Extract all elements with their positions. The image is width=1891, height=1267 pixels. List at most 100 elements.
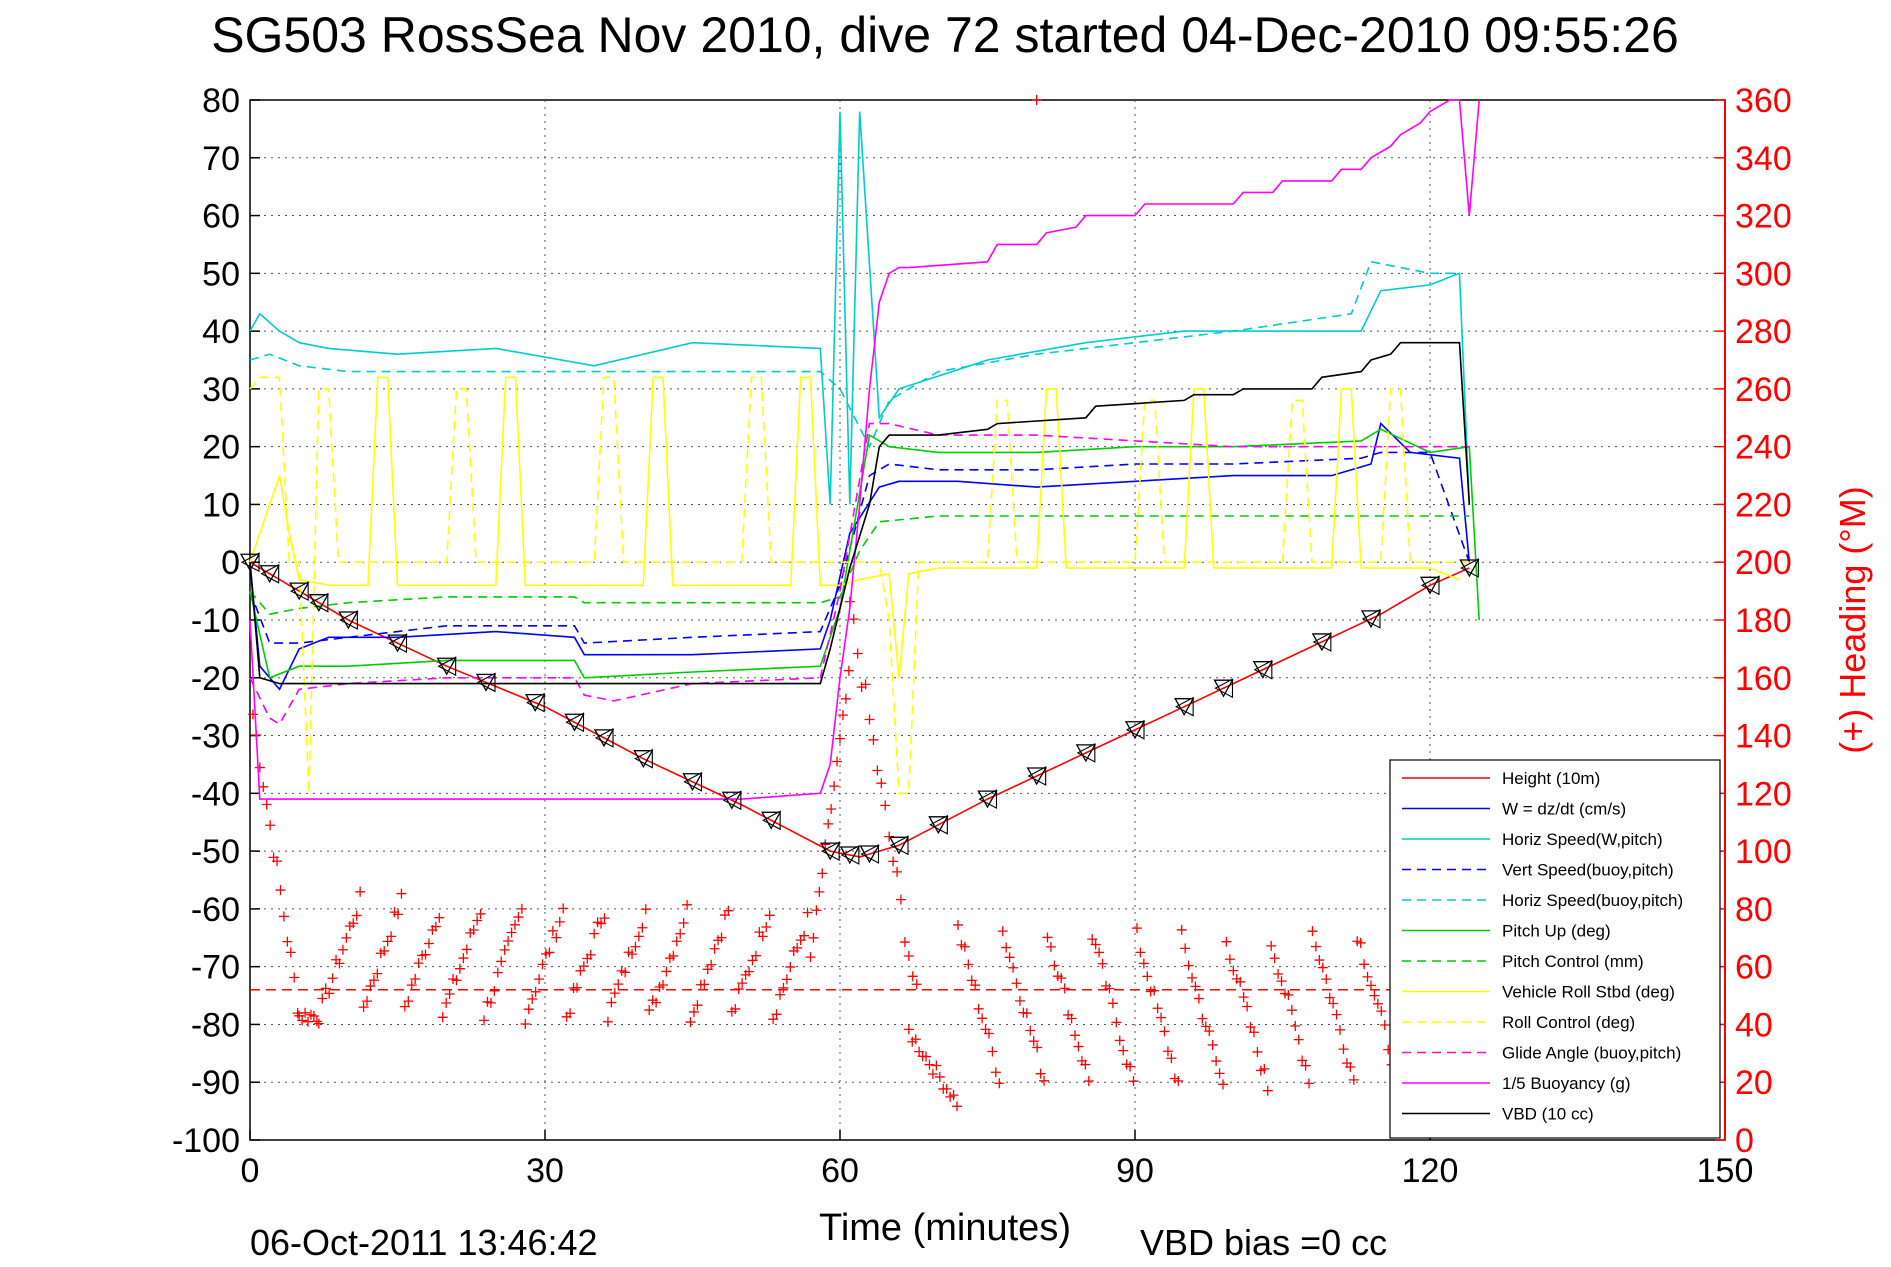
heading-point — [832, 756, 843, 767]
height-marker — [721, 791, 742, 810]
heading-point — [613, 979, 624, 990]
heading-point — [1207, 1039, 1218, 1050]
heading-point — [911, 979, 922, 990]
heading-point — [1056, 973, 1067, 984]
series-line — [249, 260, 1460, 449]
heading-point — [1070, 1030, 1081, 1041]
heading-point — [1262, 1085, 1273, 1096]
legend-entry-label: Roll Control (deg) — [1502, 1013, 1635, 1032]
heading-point — [1321, 974, 1332, 985]
heading-point — [799, 930, 810, 941]
heading-point — [764, 910, 775, 921]
heading-point — [437, 1012, 448, 1023]
heading-point — [1248, 1027, 1259, 1038]
height-marker — [289, 581, 309, 602]
heading-point — [1173, 1075, 1184, 1086]
heading-point — [682, 899, 693, 910]
heading-point — [1362, 971, 1373, 982]
heading-point — [1118, 1045, 1129, 1056]
heading-point — [1266, 940, 1277, 951]
height-marker — [1214, 678, 1234, 699]
heading-point — [630, 941, 641, 952]
height-marker — [839, 846, 860, 865]
y-tick-label: -40 — [191, 775, 240, 813]
heading-point — [1049, 960, 1060, 971]
heading-point — [1035, 1068, 1046, 1079]
legend-entry-label: Horiz Speed(buoy,pitch) — [1502, 891, 1683, 910]
heading-point — [527, 993, 538, 1004]
y-tick-label: 0 — [221, 544, 240, 582]
heading-point — [468, 924, 479, 935]
heading-point — [778, 982, 789, 993]
heading-point — [1166, 1053, 1177, 1064]
heading-point — [300, 1007, 311, 1018]
series-line — [249, 428, 1480, 679]
y-tick-label: 50 — [202, 255, 240, 293]
heading-point — [1008, 962, 1019, 973]
y-tick-label: -10 — [191, 602, 240, 640]
y-right-tick-label: 180 — [1735, 602, 1792, 640]
height-marker — [593, 729, 615, 748]
heading-point — [1090, 939, 1101, 950]
heading-point — [692, 1000, 703, 1011]
height-marker — [1460, 558, 1479, 578]
heading-point — [403, 996, 414, 1007]
heading-point — [1376, 1006, 1387, 1017]
height-marker — [889, 835, 909, 856]
height-marker — [338, 611, 359, 630]
heading-point — [817, 868, 828, 879]
heading-point — [327, 973, 338, 984]
heading-point — [278, 911, 289, 922]
heading-point — [265, 820, 276, 831]
heading-point — [1183, 960, 1194, 971]
heading-point — [814, 886, 825, 897]
vbd-bias-footer: VBD bias =0 cc — [1140, 1222, 1387, 1262]
heading-point — [1135, 947, 1146, 958]
heading-point — [503, 935, 514, 946]
height-marker — [1075, 744, 1096, 763]
y-right-tick-label: 320 — [1735, 198, 1792, 236]
y-right-tick-label: 160 — [1735, 660, 1792, 698]
heading-point — [1345, 1062, 1356, 1073]
heading-point — [578, 961, 589, 972]
heading-point — [1131, 923, 1142, 934]
heading-point — [1073, 1041, 1084, 1052]
heading-point — [1317, 962, 1328, 973]
y-tick-label: -20 — [191, 660, 240, 698]
series-line — [249, 422, 1470, 726]
height-marker — [260, 563, 280, 584]
heading-point — [1039, 1075, 1050, 1086]
heading-point — [1338, 1044, 1349, 1055]
heading-point — [671, 936, 682, 947]
heading-point — [864, 714, 875, 725]
heading-point — [1125, 1061, 1136, 1072]
heading-point — [1224, 954, 1235, 965]
heading-point — [1359, 959, 1370, 970]
heading-point — [757, 931, 768, 942]
heading-point — [1031, 95, 1042, 105]
heading-point — [1324, 992, 1335, 1003]
heading-point — [1014, 995, 1025, 1006]
heading-point — [977, 1013, 988, 1024]
heading-point — [602, 1016, 613, 1027]
height-marker — [339, 610, 358, 630]
y-right-tick-label: 120 — [1735, 775, 1792, 813]
heading-point — [771, 1009, 782, 1020]
series-line — [249, 422, 1471, 691]
heading-point — [640, 904, 651, 915]
heading-point — [420, 949, 431, 960]
heading-point — [892, 866, 903, 877]
heading-point — [843, 665, 854, 676]
y-right-tick-label: 0 — [1735, 1122, 1754, 1160]
heading-point — [1314, 955, 1325, 966]
heading-point — [826, 803, 837, 814]
heading-point — [554, 916, 565, 927]
y-right-tick-label: 200 — [1735, 544, 1792, 582]
y-right-axis-label: (+) Heading (°M) — [1832, 486, 1873, 753]
heading-point — [565, 1008, 576, 1019]
y-tick-label: 30 — [202, 371, 240, 409]
height-marker — [1026, 767, 1047, 786]
height-marker — [1420, 575, 1440, 596]
y-right-tick-label: 100 — [1735, 833, 1792, 871]
heading-point — [997, 926, 1008, 937]
